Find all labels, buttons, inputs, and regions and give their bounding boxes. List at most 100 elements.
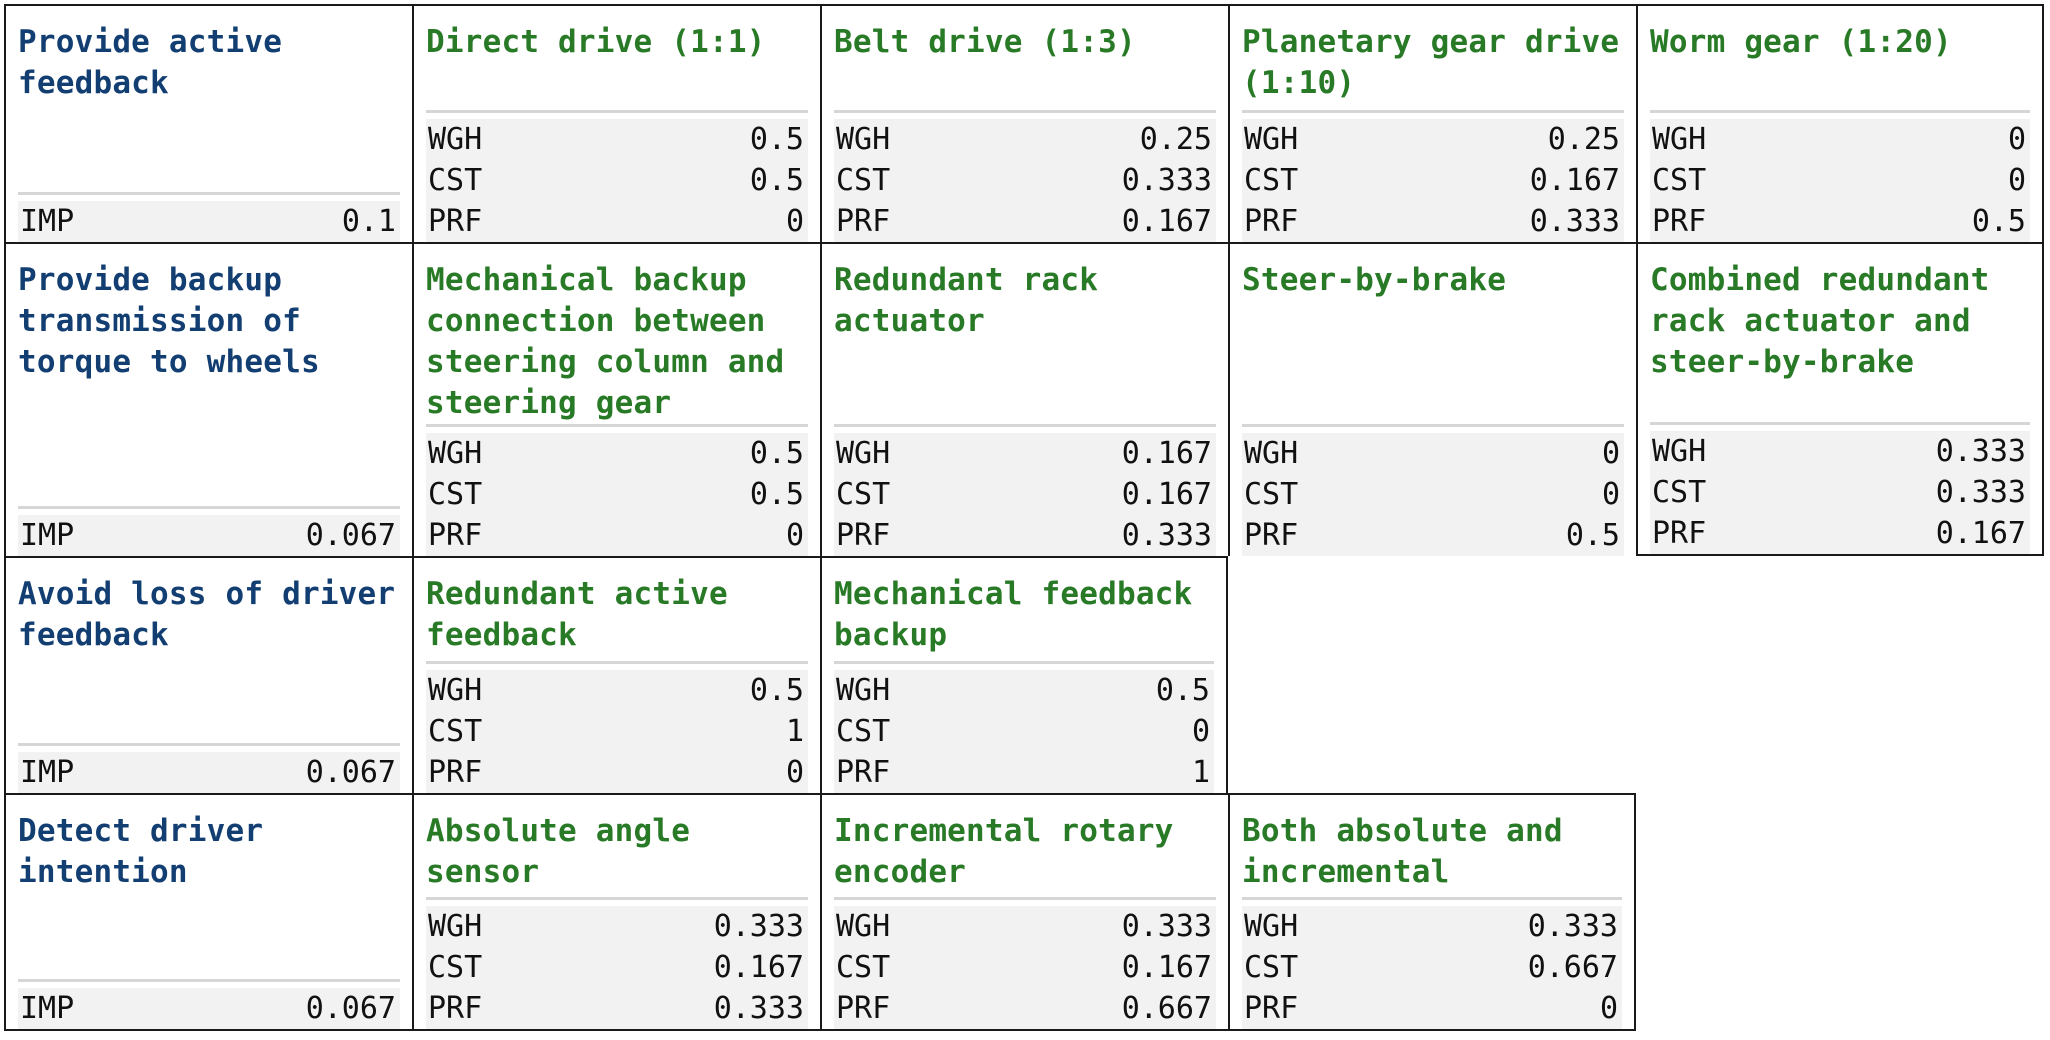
importance-row: IMP 0.1 bbox=[18, 201, 400, 242]
prf-value: 0.5 bbox=[1565, 518, 1620, 553]
prf-label: PRF bbox=[1244, 991, 1299, 1026]
prf-value: 0.5 bbox=[1971, 204, 2026, 239]
option-cell: Belt drive (1:3) WGH 0.25 CST 0.333 PRF 0.1… bbox=[820, 4, 1228, 242]
prf-label: PRF bbox=[836, 991, 891, 1026]
imp-label: IMP bbox=[20, 991, 75, 1026]
metrics-block: WGH 0.333 CST 0.167 PRF 0.333 bbox=[426, 897, 808, 1029]
option-cell: Worm gear (1:20) WGH 0 CST 0 PRF 0.5 bbox=[1636, 4, 2044, 242]
cst-value: 0.5 bbox=[749, 163, 804, 198]
wgh-label: WGH bbox=[1652, 434, 1707, 469]
performance-row: PRF 0.667 bbox=[834, 988, 1216, 1029]
performance-row: PRF 0.5 bbox=[1650, 201, 2030, 242]
option-title: Steer-by-brake bbox=[1242, 262, 1507, 298]
metrics-block: WGH 0.5 CST 0.5 PRF 0 bbox=[426, 110, 808, 242]
option-cell: Redundant active feedback WGH 0.5 CST 1 PR… bbox=[412, 556, 820, 793]
metrics-block: WGH 0.5 CST 0 PRF 1 bbox=[834, 661, 1214, 793]
importance-row: IMP 0.067 bbox=[18, 752, 400, 793]
weight-row: WGH 0.333 bbox=[834, 906, 1216, 947]
cst-label: CST bbox=[428, 714, 483, 749]
wgh-value: 0 bbox=[1601, 436, 1620, 471]
wgh-label: WGH bbox=[1652, 122, 1707, 157]
performance-row: PRF 0.333 bbox=[1242, 201, 1624, 242]
wgh-value: 0.333 bbox=[1935, 434, 2026, 469]
performance-row: PRF 0.333 bbox=[834, 515, 1216, 556]
importance-block: IMP 0.1 bbox=[18, 192, 400, 242]
cst-value: 1 bbox=[785, 714, 804, 749]
wgh-value: 0.167 bbox=[1121, 436, 1212, 471]
cost-row: CST 0 bbox=[834, 711, 1214, 752]
performance-row: PRF 0 bbox=[426, 515, 808, 556]
option-title: Belt drive (1:3) bbox=[834, 24, 1136, 60]
prf-label: PRF bbox=[428, 991, 483, 1026]
option-title: Mechanical backup connection between ste… bbox=[426, 262, 785, 421]
function-title: Provide backup transmission of torque to… bbox=[18, 262, 320, 380]
wgh-value: 0.25 bbox=[1139, 122, 1212, 157]
wgh-label: WGH bbox=[836, 436, 891, 471]
wgh-value: 0.25 bbox=[1547, 122, 1620, 157]
option-cell: Incremental rotary encoder WGH 0.333 CST 0… bbox=[820, 793, 1228, 1031]
metrics-block: WGH 0 CST 0 PRF 0.5 bbox=[1650, 110, 2030, 242]
performance-row: PRF 0.167 bbox=[834, 201, 1216, 242]
wgh-label: WGH bbox=[428, 909, 483, 944]
matrix-row: Provide backup transmission of torque to… bbox=[4, 242, 2044, 556]
imp-label: IMP bbox=[20, 755, 75, 790]
wgh-label: WGH bbox=[836, 122, 891, 157]
imp-label: IMP bbox=[20, 518, 75, 553]
option-title: Planetary gear drive (1:10) bbox=[1242, 24, 1620, 101]
prf-label: PRF bbox=[1652, 516, 1707, 551]
matrix-row: Detect driver intention IMP 0.067 Absolu… bbox=[4, 793, 2044, 1031]
morphological-matrix: Provide active feedback IMP 0.1 Direct d… bbox=[4, 4, 2044, 1031]
wgh-label: WGH bbox=[1244, 122, 1299, 157]
performance-row: PRF 0 bbox=[426, 201, 808, 242]
wgh-value: 0.333 bbox=[1527, 909, 1618, 944]
cst-value: 0.167 bbox=[1121, 950, 1212, 985]
cost-row: CST 0.167 bbox=[834, 947, 1216, 988]
option-cell: Redundant rack actuator WGH 0.167 CST 0.16… bbox=[820, 242, 1228, 556]
performance-row: PRF 0 bbox=[426, 752, 808, 793]
cost-row: CST 0.5 bbox=[426, 474, 808, 515]
wgh-label: WGH bbox=[836, 909, 891, 944]
imp-value: 0.067 bbox=[305, 755, 396, 790]
importance-block: IMP 0.067 bbox=[18, 979, 400, 1029]
prf-value: 0.167 bbox=[1121, 204, 1212, 239]
importance-block: IMP 0.067 bbox=[18, 743, 400, 793]
prf-value: 1 bbox=[1191, 755, 1210, 790]
metrics-block: WGH 0.333 CST 0.667 PRF 0 bbox=[1242, 897, 1622, 1029]
prf-label: PRF bbox=[428, 755, 483, 790]
option-cell: Direct drive (1:1) WGH 0.5 CST 0.5 PRF 0 bbox=[412, 4, 820, 242]
function-cell: Detect driver intention IMP 0.067 bbox=[4, 793, 412, 1031]
prf-value: 0.333 bbox=[1121, 518, 1212, 553]
performance-row: PRF 0 bbox=[1242, 988, 1622, 1029]
metrics-block: WGH 0.25 CST 0.167 PRF 0.333 bbox=[1242, 110, 1624, 242]
wgh-label: WGH bbox=[428, 122, 483, 157]
function-title: Provide active feedback bbox=[18, 24, 283, 101]
prf-label: PRF bbox=[836, 204, 891, 239]
importance-row: IMP 0.067 bbox=[18, 515, 400, 556]
empty-cell bbox=[1636, 556, 2044, 793]
option-title: Incremental rotary encoder bbox=[834, 813, 1174, 890]
weight-row: WGH 0.5 bbox=[426, 119, 808, 160]
wgh-label: WGH bbox=[428, 673, 483, 708]
option-title: Both absolute and incremental bbox=[1242, 813, 1563, 890]
prf-label: PRF bbox=[1244, 204, 1299, 239]
cst-label: CST bbox=[428, 950, 483, 985]
cst-label: CST bbox=[428, 163, 483, 198]
weight-row: WGH 0.333 bbox=[426, 906, 808, 947]
option-title: Worm gear (1:20) bbox=[1650, 24, 1952, 60]
prf-label: PRF bbox=[428, 204, 483, 239]
cost-row: CST 0.667 bbox=[1242, 947, 1622, 988]
weight-row: WGH 0 bbox=[1650, 119, 2030, 160]
weight-row: WGH 0.25 bbox=[1242, 119, 1624, 160]
wgh-value: 0 bbox=[2007, 122, 2026, 157]
weight-row: WGH 0.333 bbox=[1242, 906, 1622, 947]
imp-value: 0.067 bbox=[305, 518, 396, 553]
option-cell: Planetary gear drive (1:10) WGH 0.25 CST 0… bbox=[1228, 4, 1636, 242]
cst-value: 0.167 bbox=[713, 950, 804, 985]
metrics-block: WGH 0.333 CST 0.333 PRF 0.167 bbox=[1650, 422, 2030, 554]
metrics-block: WGH 0.5 CST 0.5 PRF 0 bbox=[426, 424, 808, 556]
imp-value: 0.1 bbox=[341, 204, 396, 239]
prf-label: PRF bbox=[1652, 204, 1707, 239]
metrics-block: WGH 0.25 CST 0.333 PRF 0.167 bbox=[834, 110, 1216, 242]
metrics-block: WGH 0 CST 0 PRF 0.5 bbox=[1242, 424, 1624, 556]
performance-row: PRF 0.333 bbox=[426, 988, 808, 1029]
